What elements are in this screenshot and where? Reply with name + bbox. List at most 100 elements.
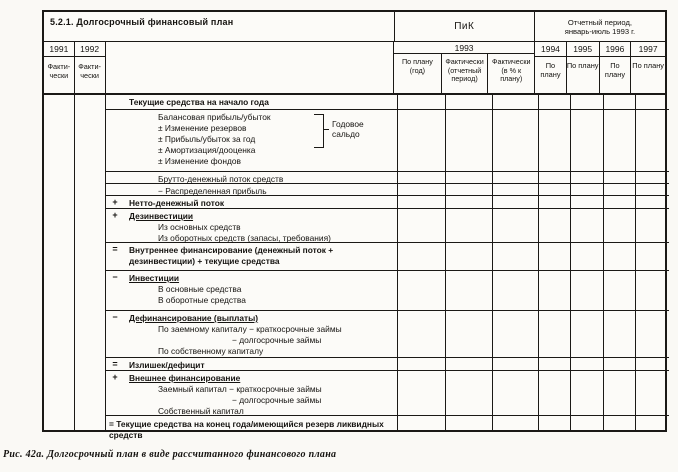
table-row: = Текущие средства на конец года/имеющий… [44,415,669,440]
data-cell [570,358,603,370]
row-label: Текущие средства на начало года [129,97,269,107]
financial-plan-table: 5.2.1. Долгосрочный финансовый план ПиК … [42,10,669,440]
data-cell [635,416,669,432]
data-cell [397,311,445,357]
row-label: ± Изменение фондов [158,156,241,166]
data-cell [397,209,445,242]
data-cell [570,110,603,171]
table-body: Текущие средства на начало года Балансов… [44,95,669,440]
row-label: Брутто-денежный поток средств [158,174,284,184]
data-cell [603,358,635,370]
data-cell [635,196,669,208]
data-cell [603,95,635,109]
data-cell [492,95,538,109]
year-column-1992: 1992 Факти- чески [74,42,106,93]
row-label: Собственный капитал [158,406,244,416]
data-cell [635,311,669,357]
data-cell [603,110,635,171]
data-cell [538,172,570,183]
data-cell [397,196,445,208]
data-cell [445,358,492,370]
data-cell [397,95,445,109]
year-label: 1997 [631,42,665,57]
row-marker: = [112,244,118,254]
data-cell [570,311,603,357]
data-cell [445,110,492,171]
row-label: − долгосрочные займы [232,335,322,345]
row-label: Дефинансирование (выплаты) [129,313,259,323]
data-cell [538,110,570,171]
row-marker: + [112,372,118,382]
data-cell [538,358,570,370]
data-cell [603,416,635,432]
row-marker [106,172,124,183]
data-cell [397,358,445,370]
subcol-plan-year: По плану (год) [394,54,442,93]
row-label: Из основных средств [158,222,241,232]
data-cell [492,196,538,208]
year-column-1996: 1996 По плану [599,42,632,93]
data-cell [603,371,635,415]
year-label: 1996 [599,42,631,57]
data-cell [635,209,669,242]
table-row: + Нетто-денежный поток [44,195,669,208]
data-cell [445,311,492,357]
data-cell [570,243,603,270]
year-note: Факти- чески [78,62,101,80]
subcol-actual-percent: Фактически (в % к плану) [491,57,531,84]
data-cell [570,196,603,208]
year-label: 1993 [394,42,535,54]
row-marker [106,184,124,195]
year-column-1997: 1997 По плану [631,42,665,93]
data-cell [397,243,445,270]
row-marker: + [112,210,118,220]
row-label: − долгосрочные займы [232,395,322,405]
year-label: 1991 [44,42,74,57]
year-column-1995: 1995 По плану [566,42,600,93]
row-marker [106,110,124,171]
data-cell [492,271,538,310]
data-cell [603,311,635,357]
data-cell [635,271,669,310]
data-cell [570,271,603,310]
row-label: Дезинвестиции [129,211,194,221]
row-label: Нетто-денежный поток [129,198,225,208]
row-label: − Распределенная прибыль [158,186,267,196]
data-cell [397,184,445,195]
row-marker: + [112,197,118,207]
data-cell [492,358,538,370]
data-cell [445,209,492,242]
year-1993-subcolumns: По плану (год) Фактически (отчетный пери… [394,54,534,93]
header-row-top: 5.2.1. Долгосрочный финансовый план ПиК … [44,12,665,42]
data-cell [445,271,492,310]
report-period-header: Отчетный период, январь-июль 1993 г. [535,12,665,41]
row-label: Из оборотных средств (запасы, требования… [158,233,331,243]
data-cell [635,110,669,171]
year-note: По плану [566,61,599,70]
row-label: В основные средства [158,284,242,294]
data-cell [492,110,538,171]
header-row-years: 1991 Факти- чески 1992 Факти- чески 1993… [44,42,665,95]
data-cell [492,416,538,432]
data-cell [445,172,492,183]
data-cell [492,172,538,183]
table-row: − Инвестиции В основные средства В оборо… [44,270,669,310]
data-cell [570,95,603,109]
table-row: = Внутреннее финансирование (денежный по… [44,242,669,270]
data-cell [570,184,603,195]
data-cell [603,209,635,242]
row-label: ± Изменение резервов [158,123,247,133]
data-cell [397,172,445,183]
table-row: − Дефинансирование (выплаты) По заемному… [44,310,669,357]
data-cell [538,371,570,415]
annual-saldo-label: Годовое сальдо [332,119,364,139]
data-cell [538,271,570,310]
row-label: В оборотные средства [158,295,246,305]
table-row: Балансовая прибыль/убыток ± Изменение ре… [44,109,669,171]
data-cell [445,371,492,415]
data-cell [397,416,445,432]
year-label: 1995 [566,42,599,57]
data-cell [538,184,570,195]
row-label: Инвестиции [129,273,180,283]
data-cell [635,243,669,270]
